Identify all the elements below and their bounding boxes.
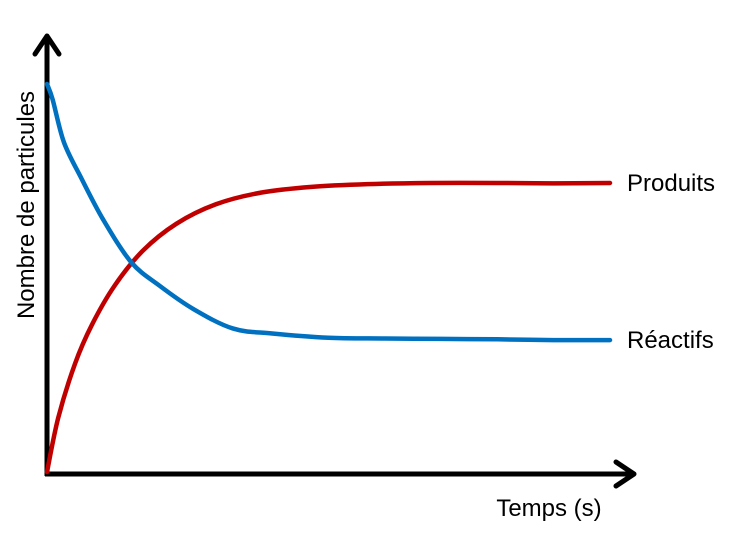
x-axis-label: Temps (s) <box>496 495 601 522</box>
series-line-produits <box>44 180 613 475</box>
x-axis-arrow-icon <box>613 459 637 489</box>
series-layer <box>44 81 613 475</box>
y-axis-label: Nombre de particules <box>13 91 40 319</box>
series-label-produits: Produits <box>627 170 715 197</box>
series-label-reactifs: Réactifs <box>627 327 714 354</box>
series-line-reactifs <box>44 81 613 343</box>
series-label-layer: Produits Réactifs <box>627 170 715 354</box>
y-axis-arrow-icon <box>32 33 62 57</box>
